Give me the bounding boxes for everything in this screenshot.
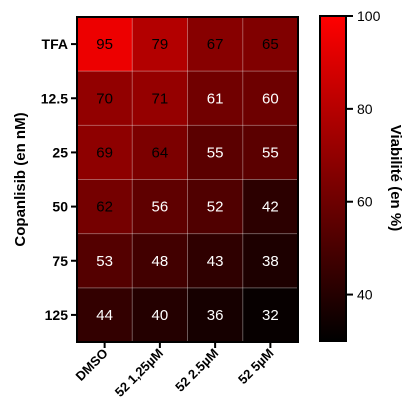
cell-value-label: 40 [152,307,169,324]
cell-value-label: 32 [262,307,279,324]
cell-value-label: 79 [152,36,169,53]
heatmap-grid [77,17,298,342]
colorbar-tick-label: 80 [357,101,373,117]
cell-value-label: 60 [262,90,279,107]
heatmap-cell [187,179,244,235]
heatmap-cell [242,17,299,72]
y-axis-ticks: TFA 12.5 25 50 75 125 [41,36,77,323]
heatmap-cell [77,287,133,343]
y-tick-label: 125 [45,307,69,323]
heatmap-cell [132,17,188,72]
heatmap-cell [242,125,299,180]
heatmap-cell [132,71,188,126]
heatmap-cell [187,287,244,343]
cell-value-label: 71 [152,90,169,107]
heatmap-cell [187,71,244,126]
x-tick-label: DMSO [73,346,111,384]
heatmap-cell [242,71,299,126]
x-axis-ticks: DMSO 52 1,25µM 52 2.5µM 52 5µM [73,342,276,400]
x-tick-label: 52 5µM [235,346,276,387]
colorbar-title: Viabilité (en %) [387,125,404,231]
colorbar-ticks: 40 60 80 100 [346,8,381,303]
cell-value-label: 36 [207,307,224,324]
heatmap-cell [187,233,244,289]
heatmap-cell [132,287,188,343]
heatmap-cell [242,179,299,235]
heatmap-cell [77,179,133,235]
cell-value-label: 64 [152,144,169,161]
x-tick-label: 52 2.5µM [172,346,221,395]
heatmap-cell [132,233,188,289]
colorbar-tick-label: 60 [357,194,373,210]
cell-value-label: 55 [207,144,224,161]
cell-value-label: 53 [96,253,113,270]
heatmap-cell [242,287,299,343]
heatmap-cell [132,179,188,235]
cell-value-label: 67 [207,36,224,53]
cell-value-label: 43 [207,253,224,270]
cell-value-label: 38 [262,253,279,270]
heatmap-cell [77,71,133,126]
y-tick-label: 12.5 [41,90,68,106]
heatmap-cell [242,233,299,289]
cell-value-label: 55 [262,144,279,161]
cell-value-label: 62 [96,199,113,216]
y-tick-label: 50 [52,199,68,215]
heatmap-cell [187,17,244,72]
x-tick-label: 52 1,25µM [112,346,166,400]
colorbar [319,15,347,342]
heatmap-frame [76,16,299,343]
cell-value-label: 44 [96,307,113,324]
y-tick-label: 25 [52,144,68,160]
cell-value-label: 70 [96,90,113,107]
cell-value-label: 65 [262,36,279,53]
y-tick-label: 75 [52,253,68,269]
cell-value-label: 69 [96,144,113,161]
cell-value-label: 95 [96,36,113,53]
colorbar-tick-label: 100 [357,8,381,24]
colorbar-tick-label: 40 [357,287,373,303]
heatmap-cell [77,233,133,289]
cell-value-label: 61 [207,90,224,107]
heatmap-cell [187,125,244,180]
cell-value-label: 56 [152,199,169,216]
cell-value-label: 42 [262,199,279,216]
heatmap-cell [77,17,133,72]
cell-value-label: 48 [152,253,169,270]
y-tick-label: TFA [42,36,68,52]
cell-value-label: 52 [207,199,224,216]
heatmap-cells: 95 79 67 65 70 71 61 60 69 64 55 55 62 56 52 42 53 48 43 38… [77,17,299,343]
y-axis-title: Copanlisib (en nM) [12,112,29,246]
heatmap-cell [77,125,133,180]
heatmap-cell [132,125,188,180]
